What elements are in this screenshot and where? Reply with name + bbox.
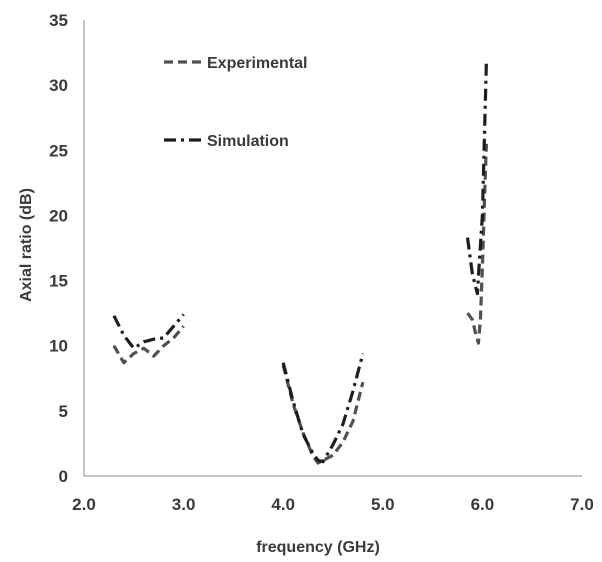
y-tick-label: 0 (59, 467, 68, 486)
x-tick-label: 6.0 (471, 495, 495, 514)
legend-label-simulation: Simulation (207, 133, 289, 150)
y-tick-label: 25 (49, 141, 68, 160)
x-tick-label: 7.0 (570, 495, 594, 514)
series-experimental-segment-2 (281, 364, 365, 465)
series-simulation-segment-3 (465, 61, 488, 296)
y-tick-label: 5 (59, 402, 68, 421)
y-tick-label: 30 (49, 76, 68, 95)
series-experimental-segment-1 (112, 325, 185, 365)
series-simulation-segment-1 (112, 313, 185, 350)
x-axis-title: frequency (GHz) (256, 539, 380, 556)
x-tick-label: 4.0 (271, 495, 295, 514)
y-axis-title: Axial ratio (dB) (18, 188, 35, 302)
x-tick-label: 5.0 (371, 495, 395, 514)
y-tick-label: 35 (49, 11, 68, 30)
series-simulation-segment-2 (281, 353, 365, 464)
series-experimental-segment-3 (466, 143, 488, 345)
x-tick-label: 3.0 (172, 495, 196, 514)
x-tick-labels: 2.0 3.0 4.0 5.0 6.0 7.0 (72, 495, 594, 514)
y-tick-label: 10 (49, 337, 68, 356)
y-tick-label: 15 (49, 272, 68, 291)
series-layer (112, 61, 488, 465)
legend-label-experimental: Experimental (207, 55, 307, 72)
x-tick-label: 2.0 (72, 495, 96, 514)
series-experimental (112, 143, 488, 465)
y-tick-label: 20 (49, 206, 68, 225)
y-tick-labels: 0 5 10 15 20 25 30 35 (49, 11, 68, 486)
legend: Experimental Simulation (164, 55, 307, 150)
series-simulation (112, 61, 488, 464)
